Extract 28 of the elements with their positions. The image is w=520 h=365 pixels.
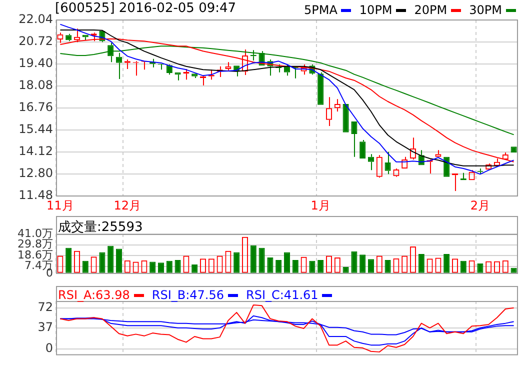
- legend-label: RSI_A:63.98: [58, 288, 130, 302]
- legend-label: 5PMA: [304, 3, 338, 17]
- chart-title: 成交量:25593: [58, 219, 143, 236]
- chart-title: [600525] 2016-02-05 09:47: [55, 1, 236, 16]
- y-tick-label: 14.12: [18, 144, 53, 158]
- y-tick-label: 37: [38, 320, 53, 334]
- legend-label: 10PM: [359, 3, 392, 17]
- y-tick-label: 20.72: [18, 34, 53, 48]
- legend-label: RSI_C:41.61: [246, 288, 318, 302]
- x-tick-label: 12月: [114, 198, 142, 212]
- y-tick-label: 19.40: [18, 56, 53, 70]
- y-tick-label: 16.76: [18, 100, 53, 114]
- y-tick-label: 41.0万: [18, 226, 53, 240]
- x-tick-label: 1月: [310, 198, 330, 212]
- x-tick-label: 2月: [470, 198, 490, 212]
- legend-label: 30PM: [469, 3, 502, 17]
- y-tick-label: 18.08: [18, 78, 53, 92]
- legend-label: RSI_B:47.56: [152, 288, 224, 302]
- y-tick-label: 0: [46, 266, 53, 280]
- y-tick-label: 72: [38, 300, 53, 314]
- y-tick-label: 22.04: [18, 12, 53, 26]
- legend-label: 20PM: [414, 3, 448, 17]
- y-tick-label: 15.44: [18, 122, 53, 136]
- y-tick-label: 12.80: [18, 166, 53, 180]
- y-tick-label: 0: [45, 341, 53, 356]
- y-tick-label: 18.6万: [18, 248, 53, 262]
- y-tick-label: 29.8万: [18, 238, 53, 251]
- x-tick-label: 11月: [46, 198, 74, 212]
